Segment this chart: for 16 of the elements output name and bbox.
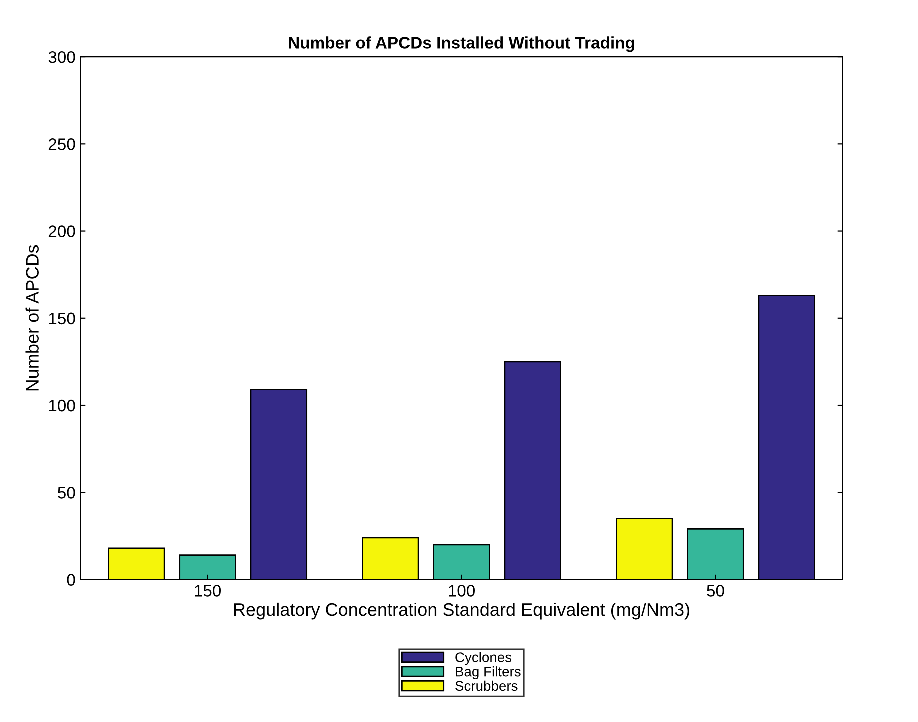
x-axis-title: Regulatory Concentration Standard Equivalent (mg/Nm3): [234, 602, 690, 620]
chart-title: Number of APCDs Installed Without Trading: [289, 36, 634, 52]
y-tick-label: 250: [48, 138, 76, 150]
y-tick-label: 300: [48, 51, 76, 64]
y-tick-label: 150: [49, 312, 76, 325]
y-tick-label: 200: [48, 226, 76, 238]
legend-label: Bag Filters: [456, 666, 521, 680]
legend-label: Cyclones: [456, 652, 512, 666]
y-tick-label: 50: [58, 487, 76, 499]
x-tick-label: 100: [449, 585, 476, 597]
x-tick-label: 50: [707, 585, 724, 597]
legend-label: Scrubbers: [456, 680, 518, 692]
y-tick-label: 0: [67, 574, 76, 586]
x-tick-label: 150: [195, 585, 222, 597]
y-tick-label: 100: [49, 400, 76, 412]
y-axis-title: Number of APCDs: [26, 245, 39, 391]
